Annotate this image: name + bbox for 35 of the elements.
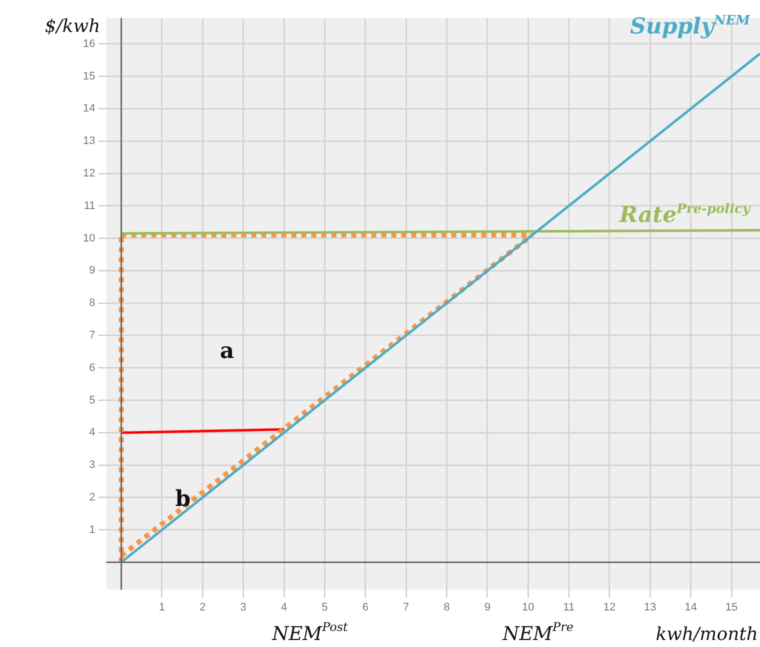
x-tick-label: 5 <box>322 601 328 614</box>
x-tick-label: 9 <box>484 601 490 614</box>
x-tick-label: 13 <box>644 601 656 614</box>
y-tick-label: 1 <box>89 524 96 536</box>
x-tick-label: 14 <box>684 601 697 614</box>
x-tick-label: 12 <box>603 601 616 614</box>
y-tick-label: 10 <box>82 232 96 244</box>
y-tick-label: 15 <box>82 70 96 82</box>
annotation: b <box>175 486 191 512</box>
x-tick-label: 3 <box>240 601 246 614</box>
x-tick-label: 2 <box>200 601 206 614</box>
x-tick-label: 8 <box>444 601 450 614</box>
x-tick-label: 10 <box>522 601 534 614</box>
y-tick-label: 6 <box>89 362 96 374</box>
y-tick-label: 3 <box>89 459 96 472</box>
y-axis-title: $/kwh <box>44 16 100 37</box>
annotation: a <box>220 338 234 364</box>
y-tick-label: 8 <box>89 297 96 310</box>
x-axis-title: kwh/month <box>656 624 758 645</box>
y-tick-label: 11 <box>84 200 96 212</box>
y-tick-label: 2 <box>89 492 96 504</box>
x-tick-label: 15 <box>725 601 738 614</box>
y-tick-label: 4 <box>89 426 96 439</box>
y-tick-label: 5 <box>89 394 96 406</box>
x-tick-label: 11 <box>563 601 575 614</box>
x-tick-label: 4 <box>280 601 288 614</box>
x-tick-label: 6 <box>362 601 368 614</box>
y-tick-label: 9 <box>89 264 96 277</box>
y-tick-label: 13 <box>82 135 96 148</box>
y-tick-label: 12 <box>82 168 96 180</box>
y-tick-label: 14 <box>82 102 96 115</box>
x-tick-label: 7 <box>403 601 410 614</box>
y-tick-label: 7 <box>89 330 96 342</box>
y-tick-label: 16 <box>82 38 96 50</box>
x-tick-label: 1 <box>158 601 166 614</box>
